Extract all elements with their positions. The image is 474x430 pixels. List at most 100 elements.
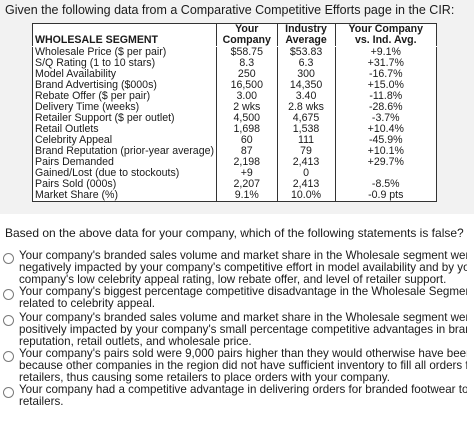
answer-option-1[interactable]: Your company's branded sales volume and … bbox=[0, 250, 474, 286]
option-text-line: because other companies in the region di… bbox=[19, 360, 467, 372]
segment-header: WHOLESALE SEGMENT bbox=[32, 23, 217, 47]
vs-industry-value: +10.1% bbox=[334, 146, 437, 157]
vs-industry-value: +29.7% bbox=[334, 157, 437, 168]
competitive-efforts-table: WHOLESALE SEGMENT Your Company Industry … bbox=[32, 23, 437, 202]
your-company-value: 4,500 bbox=[216, 113, 278, 124]
vs-industry-value: +31.7% bbox=[334, 58, 437, 69]
vs-industry-value: +10.4% bbox=[334, 124, 437, 135]
radio-button[interactable] bbox=[3, 315, 14, 326]
vs-industry-value: -3.7% bbox=[334, 113, 437, 124]
col-header-vs-industry: Your Company vs. Ind. Avg. bbox=[334, 23, 437, 47]
answer-option-text: Your company's biggest percentage compet… bbox=[19, 286, 467, 310]
table-row: Retail Outlets 1,698 1,538 +10.4% bbox=[33, 124, 437, 135]
table-row: Celebrity Appeal 60 111 -45.9% bbox=[33, 135, 437, 146]
your-company-value: +9 bbox=[216, 168, 278, 179]
industry-average-value: 14,350 bbox=[276, 80, 336, 91]
answer-options: Your company's branded sales volume and … bbox=[0, 250, 474, 410]
industry-average-value: 1,538 bbox=[276, 124, 336, 135]
answer-option-2[interactable]: Your company's biggest percentage compet… bbox=[0, 286, 474, 312]
your-company-value: 16,500 bbox=[216, 80, 278, 91]
option-text-line: positively impacted by your company's sm… bbox=[19, 324, 467, 336]
option-text-line: company's low celebrity appeal rating, l… bbox=[19, 274, 447, 286]
radio-button[interactable] bbox=[3, 289, 14, 300]
your-company-value: 3.00 bbox=[216, 91, 278, 102]
your-company-value: 2 wks bbox=[216, 102, 278, 113]
your-company-value: 60 bbox=[216, 135, 278, 146]
your-company-value: 87 bbox=[216, 146, 278, 157]
option-text-line: retailers. bbox=[19, 396, 64, 408]
col-header-line: Company bbox=[222, 34, 271, 46]
table-row: Delivery Time (weeks) 2 wks 2.8 wks -28.6% bbox=[33, 102, 437, 113]
your-company-value: 8.3 bbox=[216, 58, 278, 69]
col-header-your-company: Your Company bbox=[216, 23, 278, 47]
vs-industry-value: +15.0% bbox=[334, 80, 437, 91]
table-row: Model Availability 250 300 -16.7% bbox=[33, 69, 437, 80]
industry-average-value: 2,413 bbox=[276, 157, 336, 168]
col-header-industry-average: Industry Average bbox=[276, 23, 336, 47]
industry-average-value: 2,413 bbox=[276, 179, 336, 190]
col-header-line: Average bbox=[285, 34, 327, 46]
industry-average-value: 300 bbox=[276, 69, 336, 80]
vs-industry-value: -16.7% bbox=[334, 69, 437, 80]
option-text-line: Your company's branded sales volume and … bbox=[19, 250, 467, 262]
answer-option-5[interactable]: Your company had a competitive advantage… bbox=[0, 384, 474, 410]
col-header-line: Your Company bbox=[348, 23, 424, 35]
industry-average-value: 2.8 wks bbox=[276, 102, 336, 113]
vs-industry-value bbox=[334, 168, 437, 179]
col-header-line: vs. Ind. Avg. bbox=[354, 34, 417, 46]
row-label: Wholesale Price ($ per pair) bbox=[35, 46, 167, 58]
answer-option-text: Your company's branded sales volume and … bbox=[19, 250, 467, 286]
row-label: Celebrity Appeal bbox=[35, 134, 113, 146]
option-text-line: Your company's pairs sold were 9,000 pai… bbox=[19, 348, 467, 360]
radio-button[interactable] bbox=[3, 387, 14, 398]
your-company-value: 250 bbox=[216, 69, 278, 80]
industry-average-value: 3.40 bbox=[276, 91, 336, 102]
table-row: Retailer Support ($ per outlet) 4,500 4,67… bbox=[33, 113, 437, 124]
industry-average-value: 111 bbox=[276, 135, 336, 146]
option-text-line: Your company had a competitive advantage… bbox=[19, 384, 467, 396]
vs-industry-value: -0.9 pts bbox=[334, 190, 437, 202]
your-company-value: 2,198 bbox=[216, 157, 278, 168]
your-company-value: 9.1% bbox=[216, 190, 278, 202]
option-text-line: Your company's branded sales volume and … bbox=[19, 312, 467, 324]
col-header-line: Your bbox=[235, 23, 259, 35]
your-company-value: 2,207 bbox=[216, 179, 278, 190]
your-company-value: 1,698 bbox=[216, 124, 278, 135]
row-label: Brand Reputation (prior-year average) bbox=[35, 145, 215, 157]
radio-button[interactable] bbox=[3, 351, 14, 362]
row-label: Retailer Support ($ per outlet) bbox=[35, 112, 175, 124]
answer-option-4[interactable]: Your company's pairs sold were 9,000 pai… bbox=[0, 348, 474, 384]
col-header-line: Industry bbox=[285, 23, 327, 35]
vs-industry-value: -11.8% bbox=[334, 91, 437, 102]
table-header-row: WHOLESALE SEGMENT Your Company Industry … bbox=[32, 23, 437, 47]
row-label: S/Q Rating (1 to 10 stars) bbox=[35, 57, 156, 69]
table-row: Pairs Sold (000s) 2,207 2,413 -8.5% bbox=[33, 179, 437, 190]
table-row: Wholesale Price ($ per pair) $58.75 $53.83… bbox=[33, 46, 437, 58]
answer-option-text: Your company had a competitive advantage… bbox=[19, 384, 467, 408]
row-label: Pairs Sold (000s) bbox=[35, 178, 117, 190]
row-label: Delivery Time (weeks) bbox=[35, 101, 140, 113]
table-row: Brand Reputation (prior-year average) 87 7… bbox=[33, 146, 437, 157]
question-title: Given the following data from a Comparat… bbox=[5, 3, 455, 17]
option-text-line: related to celebrity appeal. bbox=[19, 298, 155, 310]
table-row: Market Share (%) 9.1% 10.0% -0.9 pts bbox=[33, 190, 437, 202]
option-text-line: retailers, thus causing some retailers t… bbox=[19, 372, 390, 384]
vs-industry-value: -45.9% bbox=[334, 135, 437, 146]
table-row: Pairs Demanded 2,198 2,413 +29.7% bbox=[33, 157, 437, 168]
industry-average-value: 79 bbox=[276, 146, 336, 157]
industry-average-value: 6.3 bbox=[276, 58, 336, 69]
row-label: Pairs Demanded bbox=[35, 156, 114, 168]
row-label: Gained/Lost (due to stockouts) bbox=[35, 167, 180, 179]
vs-industry-value: +9.1% bbox=[334, 46, 437, 58]
vs-industry-value: -8.5% bbox=[334, 179, 437, 190]
your-company-value: $58.75 bbox=[216, 46, 278, 58]
row-label: Rebate Offer ($ per pair) bbox=[35, 90, 151, 102]
industry-average-value: 0 bbox=[276, 168, 336, 179]
answer-option-3[interactable]: Your company's branded sales volume and … bbox=[0, 312, 474, 348]
table-row: Rebate Offer ($ per pair) 3.00 3.40 -11.8% bbox=[33, 91, 437, 102]
table-row: S/Q Rating (1 to 10 stars) 8.3 6.3 +31.7% bbox=[33, 58, 437, 69]
row-label: Brand Advertising ($000s) bbox=[35, 79, 157, 91]
radio-button[interactable] bbox=[3, 253, 14, 264]
question-prompt: Based on the above data for your company… bbox=[5, 226, 464, 240]
option-text-line: Your company's biggest percentage compet… bbox=[19, 286, 467, 298]
